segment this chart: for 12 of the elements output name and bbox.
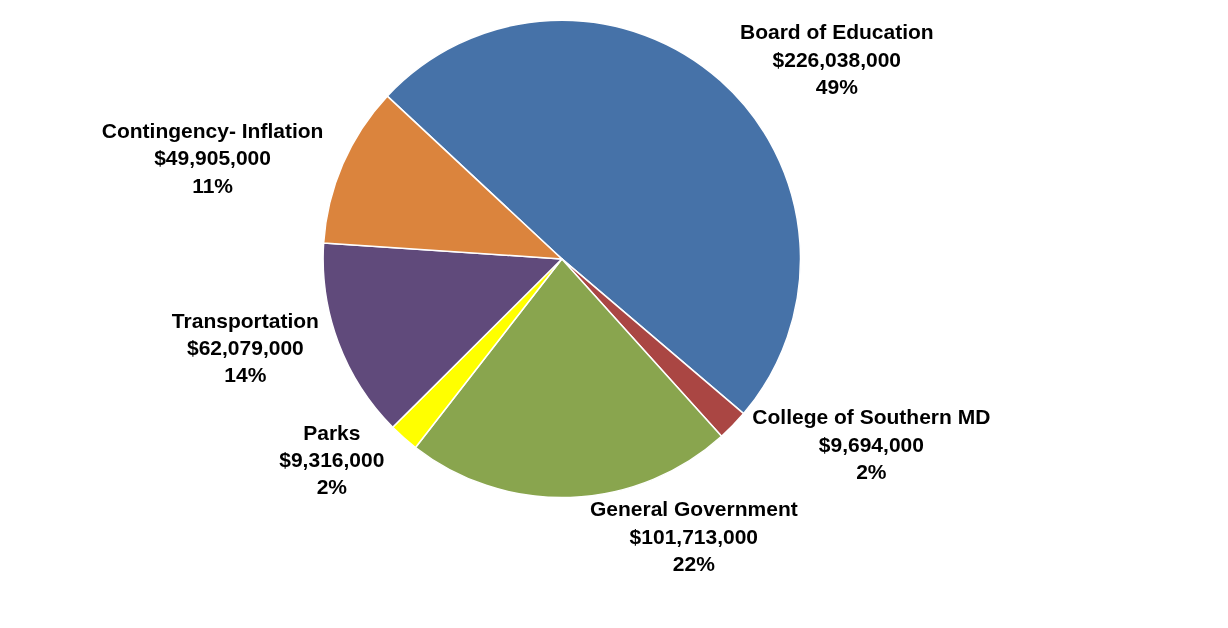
slice-label: Contingency- Inflation (101, 119, 324, 143)
data-label: $101,713,000 22% (629, 524, 759, 575)
data-label: $49,905,000 11% (154, 146, 271, 197)
data-label: $9,694,000 2% (818, 432, 924, 483)
slice-label: College of Southern MD (752, 405, 991, 429)
slice-label: Board of Education (739, 20, 934, 44)
slice-label: General Government (589, 497, 798, 521)
data-label: $226,038,000 49% (772, 47, 902, 98)
slice-label: Transportation (171, 308, 319, 332)
data-label: $62,079,000 14% (186, 335, 304, 387)
slice-label: Parks (303, 420, 361, 444)
data-label: $9,316,000 2% (279, 448, 385, 499)
